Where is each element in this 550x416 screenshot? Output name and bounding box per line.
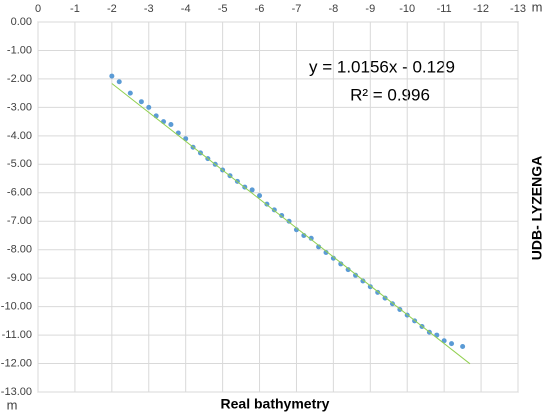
x-tick-label: -6 — [255, 3, 265, 15]
x-tick-label: -13 — [510, 3, 526, 15]
x-tick-label: -1 — [70, 3, 80, 15]
y-tick-label: -4.00 — [7, 130, 32, 142]
trendline — [111, 83, 471, 365]
point — [138, 99, 144, 105]
point — [257, 193, 263, 199]
point — [353, 272, 359, 278]
point — [109, 73, 115, 79]
x-tick-label: 0 — [35, 3, 41, 15]
point — [116, 79, 122, 85]
x-tick-label: -5 — [218, 3, 228, 15]
point — [330, 255, 336, 261]
x-tick-label: -12 — [473, 3, 489, 15]
x-tick-label: -4 — [181, 3, 191, 15]
y-tick-label: 0.00 — [11, 16, 32, 28]
y-tick-label: -3.00 — [7, 101, 32, 113]
point — [449, 341, 455, 347]
equation: y = 1.0156x - 0.129 — [309, 57, 455, 76]
x-tick-label: -3 — [144, 3, 154, 15]
x-tick-label: -9 — [365, 3, 375, 15]
y-tick-label: -12.00 — [1, 357, 32, 369]
x-tick-label: -7 — [292, 3, 302, 15]
y-tick-label: -5.00 — [7, 158, 32, 170]
point — [168, 121, 174, 127]
y-tick-label: -10.00 — [1, 301, 32, 313]
r-squared: R² = 0.996 — [350, 85, 430, 104]
y-tick-label: -1.00 — [7, 44, 32, 56]
x-tick-label: -8 — [328, 3, 338, 15]
y-tick-label: -2.00 — [7, 73, 32, 85]
x-tick-label: -11 — [437, 3, 452, 15]
y-tick-label: -13.00 — [1, 386, 32, 398]
point — [146, 104, 152, 110]
point — [249, 187, 255, 193]
point — [316, 244, 322, 250]
point — [308, 235, 314, 241]
x-tick-label: -2 — [107, 3, 117, 15]
point — [338, 261, 344, 267]
point — [127, 90, 133, 96]
y-tick-label: -11.00 — [2, 329, 32, 341]
point — [323, 250, 329, 256]
y-axis-title: UDB- LYZENGA — [529, 156, 545, 261]
y-tick-label: -8.00 — [7, 244, 32, 256]
x-axis-title: Real bathymetry — [221, 396, 330, 412]
x-unit: m — [532, 0, 543, 14]
point — [345, 267, 351, 273]
x-tick-label: -10 — [399, 3, 415, 15]
point — [360, 278, 366, 284]
y-tick-label: -9.00 — [7, 272, 32, 284]
point — [460, 343, 466, 349]
y-tick-label: -6.00 — [7, 187, 32, 199]
y-unit: m — [7, 397, 18, 412]
point — [286, 218, 292, 224]
y-tick-label: -7.00 — [7, 215, 32, 227]
